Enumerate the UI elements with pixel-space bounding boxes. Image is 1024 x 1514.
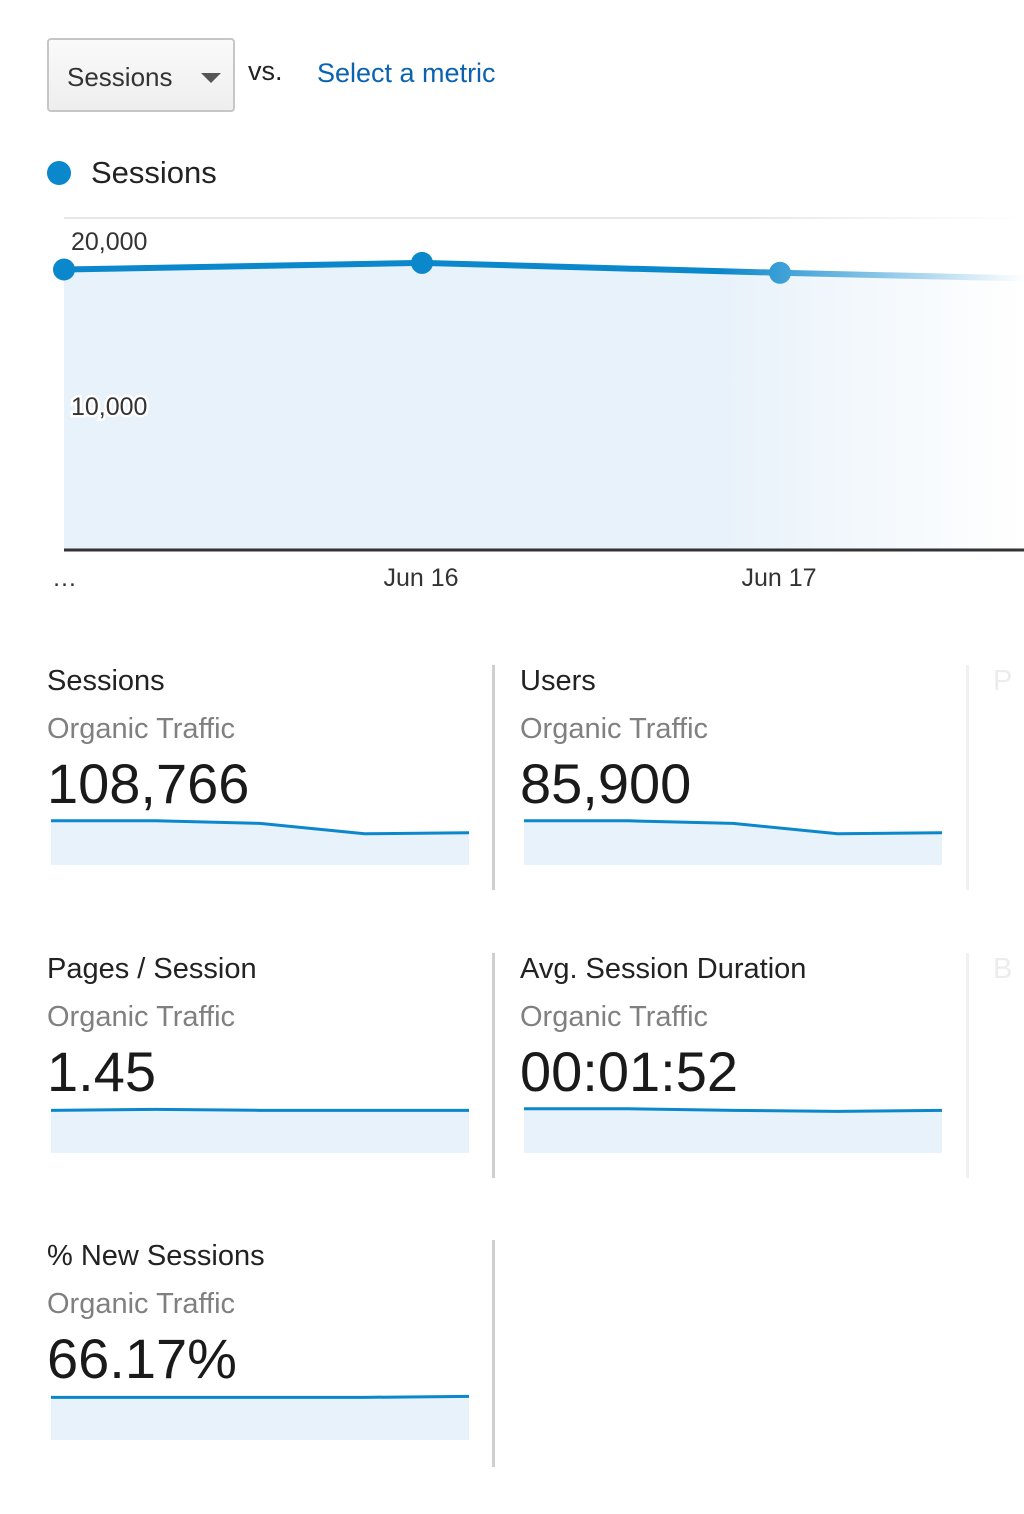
sparkline-area [51,820,469,865]
card-sparkline [524,819,942,865]
dropdown-caret-icon [201,73,221,83]
clipped-card-title: B [993,953,1013,985]
data-point [53,258,75,281]
x-tick-label: Jun 17 [741,564,816,592]
card-segment: Organic Traffic [47,1288,236,1320]
card-divider-faded [966,665,969,890]
card-value: 108,766 [47,752,250,815]
sparkline-line [51,1394,469,1399]
sparkline-area [524,820,942,865]
card-title: Users [520,665,596,697]
sessions-chart: 20,000 10,000 … Jun 16 Jun 17 [52,200,1024,592]
card-title: Avg. Session Duration [520,953,807,985]
sparkline-line [524,1107,942,1113]
sparkline-line [51,819,469,836]
select-metric-link[interactable]: Select a metric [317,58,496,88]
card-segment: Organic Traffic [47,713,236,745]
legend-dot-icon [47,161,71,185]
card-value: 66.17% [47,1327,237,1390]
chart-fade-overlay [720,200,1024,555]
card-sparkline [51,819,469,865]
card-value: 00:01:52 [520,1040,738,1103]
data-point [411,251,433,274]
vs-label: vs. [248,56,283,86]
card-divider [492,953,495,1178]
y-tick-label: 10,000 [71,393,147,421]
card-value: 85,900 [520,752,692,815]
card-sparkline [51,1107,469,1153]
card-divider [492,665,495,890]
card-segment: Organic Traffic [47,1001,236,1033]
primary-metric-dropdown[interactable]: Sessions [47,38,235,112]
card-divider [492,1240,495,1467]
x-tick-label: … [52,564,77,592]
sparkline-line [51,1107,469,1112]
card-title: % New Sessions [47,1240,265,1272]
primary-metric-label: Sessions [67,62,173,92]
clipped-card-title: P [993,665,1013,697]
x-tick-label: Jun 16 [383,564,458,592]
card-title: Sessions [47,665,165,697]
sparkline-area [51,1109,469,1153]
y-tick-label: 20,000 [71,228,147,256]
sparkline-line [524,819,942,836]
card-divider-faded [966,953,969,1178]
card-title: Pages / Session [47,953,257,985]
sparkline-area [524,1108,942,1153]
card-sparkline [51,1394,469,1440]
card-value: 1.45 [47,1040,156,1103]
sparkline-area [51,1396,469,1440]
card-segment: Organic Traffic [520,1001,709,1033]
card-sparkline [524,1107,942,1153]
legend-label: Sessions [91,155,217,190]
card-segment: Organic Traffic [520,713,709,745]
